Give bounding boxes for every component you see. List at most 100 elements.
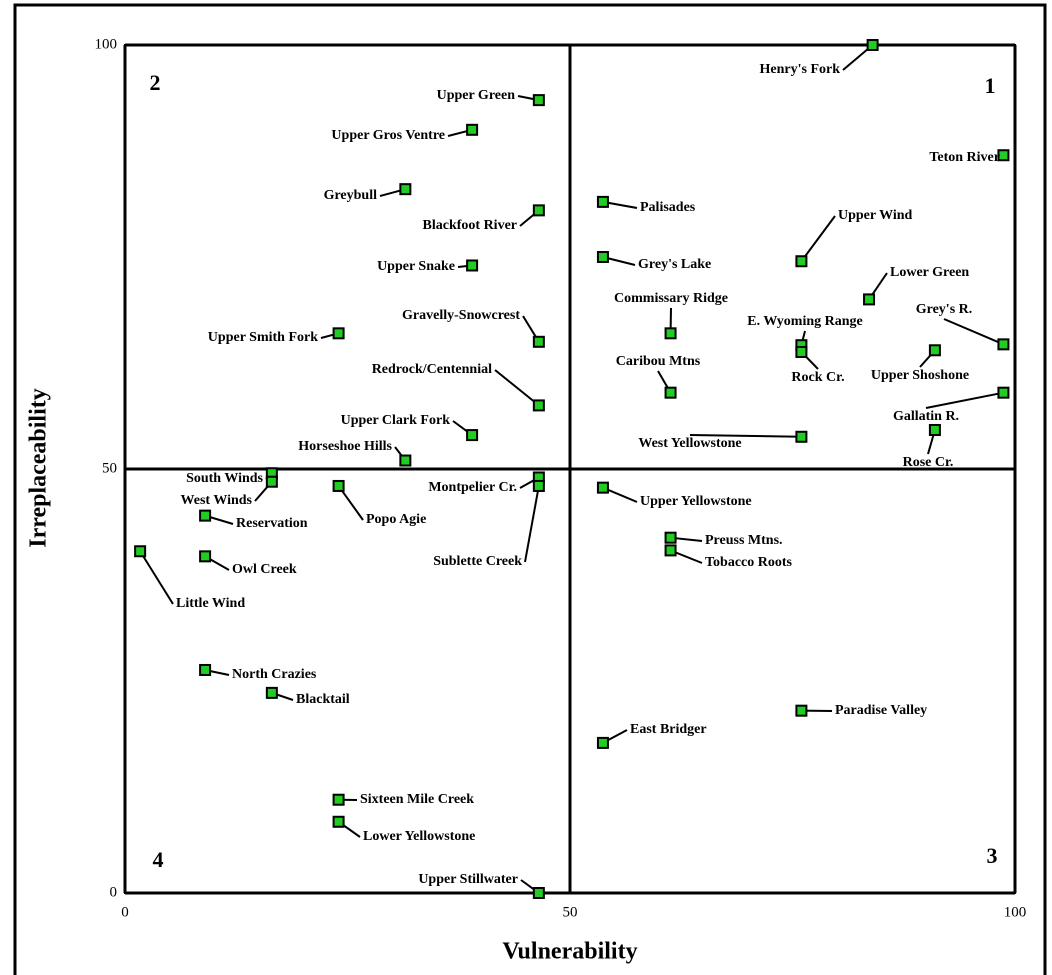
point-label: Tobacco Roots [705, 555, 793, 570]
point-label: Blacktail [296, 692, 350, 707]
point [332, 327, 345, 340]
point [532, 94, 545, 107]
point-label: West Yellowstone [638, 436, 741, 451]
point-label: Upper Green [437, 88, 516, 103]
point [332, 815, 345, 828]
point-label: Caribou Mtns [616, 354, 701, 369]
point [664, 531, 677, 544]
point [332, 479, 345, 492]
point [795, 704, 808, 717]
point [134, 545, 147, 558]
leader-line [800, 215, 836, 262]
x-tick-label: 100 [1004, 904, 1027, 920]
x-tick-label: 0 [121, 904, 129, 920]
point [596, 736, 609, 749]
point-label: Rose Cr. [903, 455, 954, 470]
point [399, 454, 412, 467]
point [199, 509, 212, 522]
point-label: West Winds [181, 493, 253, 508]
point [399, 183, 412, 196]
point-label: Sublette Creek [433, 554, 522, 569]
point-label: Gallatin R. [893, 409, 959, 424]
point [795, 430, 808, 443]
point-label: Upper Clark Fork [341, 413, 451, 428]
point-label: Upper Snake [377, 259, 455, 274]
point-label: Lower Green [890, 265, 969, 280]
point-label: Montpelier Cr. [428, 480, 517, 495]
point-label: Upper Stillwater [418, 872, 518, 887]
point [466, 259, 479, 272]
point [532, 479, 545, 492]
point-label: Preuss Mtns. [705, 533, 783, 548]
leader-line [494, 369, 540, 407]
frame [13, 3, 1047, 975]
point-label: Rock Cr. [791, 370, 844, 385]
point [997, 149, 1010, 162]
point-label: Owl Creek [232, 562, 297, 577]
point-label: Upper Yellowstone [640, 494, 752, 509]
quadrant-label: 1 [985, 73, 996, 98]
point [466, 123, 479, 136]
point [795, 255, 808, 268]
point [664, 386, 677, 399]
point-label: Lower Yellowstone [363, 829, 475, 844]
point-label: Blackfoot River [423, 218, 517, 233]
point [795, 345, 808, 358]
point-label: Upper Shoshone [871, 368, 969, 383]
quadrant-label: 2 [150, 70, 161, 95]
point [199, 663, 212, 676]
point-label: Sixteen Mile Creek [360, 792, 474, 807]
point-label: E. Wyoming Range [747, 314, 863, 329]
point-label: North Crazies [232, 667, 317, 682]
point [664, 327, 677, 340]
point-label: Horseshoe Hills [298, 439, 392, 454]
point-label: Gravelly-Snowcrest [402, 308, 520, 323]
point [664, 544, 677, 557]
point [265, 686, 278, 699]
point [532, 887, 545, 899]
point-label: Grey's Lake [638, 257, 711, 272]
point [532, 335, 545, 348]
point [596, 481, 609, 494]
point-label: Grey's R. [916, 302, 973, 317]
point [928, 344, 941, 357]
point-label: Popo Agie [366, 512, 426, 527]
leader-line [524, 485, 540, 563]
point-label: Upper Wind [838, 208, 913, 223]
point-label: Redrock/Centennial [372, 362, 492, 377]
y-axis-title: Irreplaceability [26, 388, 52, 548]
point-label: Paradise Valley [835, 703, 927, 718]
point-label: Greybull [324, 188, 378, 203]
point-label: Commissary Ridge [614, 291, 728, 306]
leader-line [689, 434, 802, 438]
quadrant-label: 3 [987, 843, 998, 868]
point [997, 338, 1010, 351]
leader-line [943, 318, 1004, 346]
x-tick-label: 50 [563, 904, 578, 920]
point [596, 251, 609, 263]
point [332, 793, 345, 806]
point-label: Reservation [236, 516, 308, 531]
point [466, 429, 479, 442]
x-axis-title: Vulnerability [502, 939, 637, 965]
point [532, 399, 545, 412]
point-label: East Bridger [630, 722, 707, 737]
point-label: Upper Gros Ventre [331, 128, 445, 143]
point-label: South Winds [186, 471, 263, 486]
leader-line [139, 550, 174, 605]
y-tick-label: 50 [102, 460, 117, 476]
point [596, 195, 609, 208]
quadrant-label: 4 [153, 847, 164, 872]
point [532, 204, 545, 217]
y-tick-label: 0 [110, 884, 118, 900]
y-tick-label: 100 [95, 36, 118, 52]
point [866, 39, 879, 51]
point-label: Upper Smith Fork [208, 330, 318, 345]
point [928, 423, 941, 436]
point-label: Palisades [640, 200, 696, 215]
point-label: Teton River [929, 150, 1000, 165]
point [199, 550, 212, 563]
leader-line [925, 391, 1004, 409]
point [863, 293, 876, 306]
